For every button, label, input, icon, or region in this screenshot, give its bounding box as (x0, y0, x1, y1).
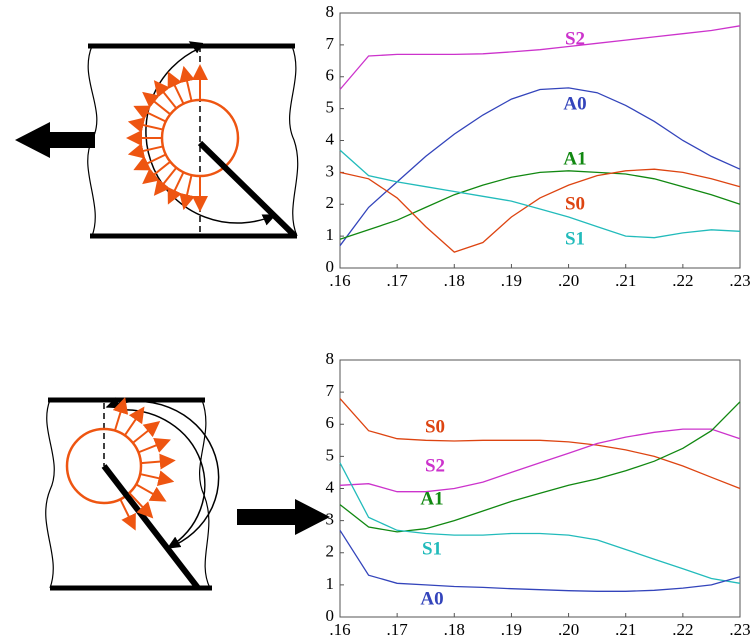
y-tick-label: 6 (326, 66, 335, 85)
series-label: S1 (422, 538, 442, 559)
x-tick-label: .17 (387, 271, 409, 290)
x-tick-label: .23 (729, 271, 750, 290)
series-label: S2 (565, 28, 585, 49)
series-line (339, 401, 741, 533)
pressure-arrow (119, 498, 136, 531)
pressure-arrow (179, 174, 195, 211)
x-tick-label: .19 (501, 620, 522, 639)
pressure-arrow (133, 105, 167, 123)
diagram-bottom (45, 397, 330, 591)
pressure-arrow (133, 153, 167, 171)
x-tick-label: .16 (329, 620, 350, 639)
x-tick-label: .16 (329, 271, 350, 290)
x-tick-label: .17 (387, 620, 409, 639)
pressure-arrow (132, 420, 161, 444)
y-tick-label: 4 (326, 477, 335, 496)
series-line (339, 529, 741, 592)
y-tick-label: 3 (326, 161, 335, 180)
plot-frame (339, 359, 741, 618)
series-label: A0 (420, 588, 443, 609)
x-tick-label: .18 (444, 620, 465, 639)
series-line (339, 428, 741, 493)
x-tick-label: .20 (558, 271, 579, 290)
pressure-arrow (138, 437, 171, 454)
y-tick-label: 7 (326, 381, 335, 400)
pressure-arrow (128, 492, 154, 519)
series-line (339, 168, 741, 253)
pressure-arrow (139, 470, 175, 487)
pressure-arrow (112, 397, 129, 431)
y-tick-label: 2 (326, 542, 335, 561)
x-tick-label: .23 (729, 620, 750, 639)
y-tick-label: 7 (326, 34, 335, 53)
y-tick-label: 1 (326, 574, 335, 593)
series-label: S2 (425, 455, 445, 476)
x-tick-label: .18 (444, 271, 465, 290)
series-label: S0 (565, 193, 585, 214)
x-tick-label: .21 (615, 620, 636, 639)
x-tick-label: .19 (501, 271, 522, 290)
pressure-arrow (153, 167, 178, 196)
pressure-arrow (167, 171, 185, 205)
y-tick-label: 1 (326, 225, 335, 244)
pressure-arrow (127, 117, 164, 133)
pressure-arrow (135, 483, 167, 502)
y-tick-label: 8 (326, 349, 335, 368)
series-line (339, 170, 741, 240)
x-tick-label: .21 (615, 271, 636, 290)
series-label: A1 (563, 148, 586, 169)
y-tick-label: 8 (326, 2, 335, 21)
pressure-arrow (153, 80, 178, 109)
y-tick-label: 0 (326, 606, 335, 625)
pressure-arrow (127, 143, 164, 159)
y-tick-label: 4 (326, 129, 335, 148)
x-tick-label: .20 (558, 620, 579, 639)
series-line (339, 87, 741, 247)
y-tick-label: 2 (326, 193, 335, 212)
pressure-arrow (179, 65, 195, 102)
pressure-arrow (142, 160, 171, 185)
series-label: S1 (565, 228, 585, 249)
pressure-arrow (123, 406, 145, 436)
y-tick-label: 6 (326, 413, 335, 432)
series-line (339, 25, 741, 90)
x-tick-label: .22 (672, 271, 693, 290)
pressure-arrow (167, 71, 185, 105)
pressure-arrow (140, 453, 176, 470)
diagram-top (15, 41, 299, 239)
y-tick-label: 5 (326, 98, 335, 117)
x-tick-label: .22 (672, 620, 693, 639)
series-label: A1 (420, 488, 443, 509)
y-tick-label: 3 (326, 510, 335, 529)
series-label: S0 (425, 416, 445, 437)
y-tick-label: 5 (326, 445, 335, 464)
pressure-arrow (142, 91, 171, 116)
series-line (339, 462, 741, 584)
series-line (339, 149, 741, 239)
plot-frame (339, 12, 741, 269)
series-line (339, 398, 741, 490)
series-label: A0 (563, 93, 586, 114)
y-tick-label: 0 (326, 257, 335, 276)
